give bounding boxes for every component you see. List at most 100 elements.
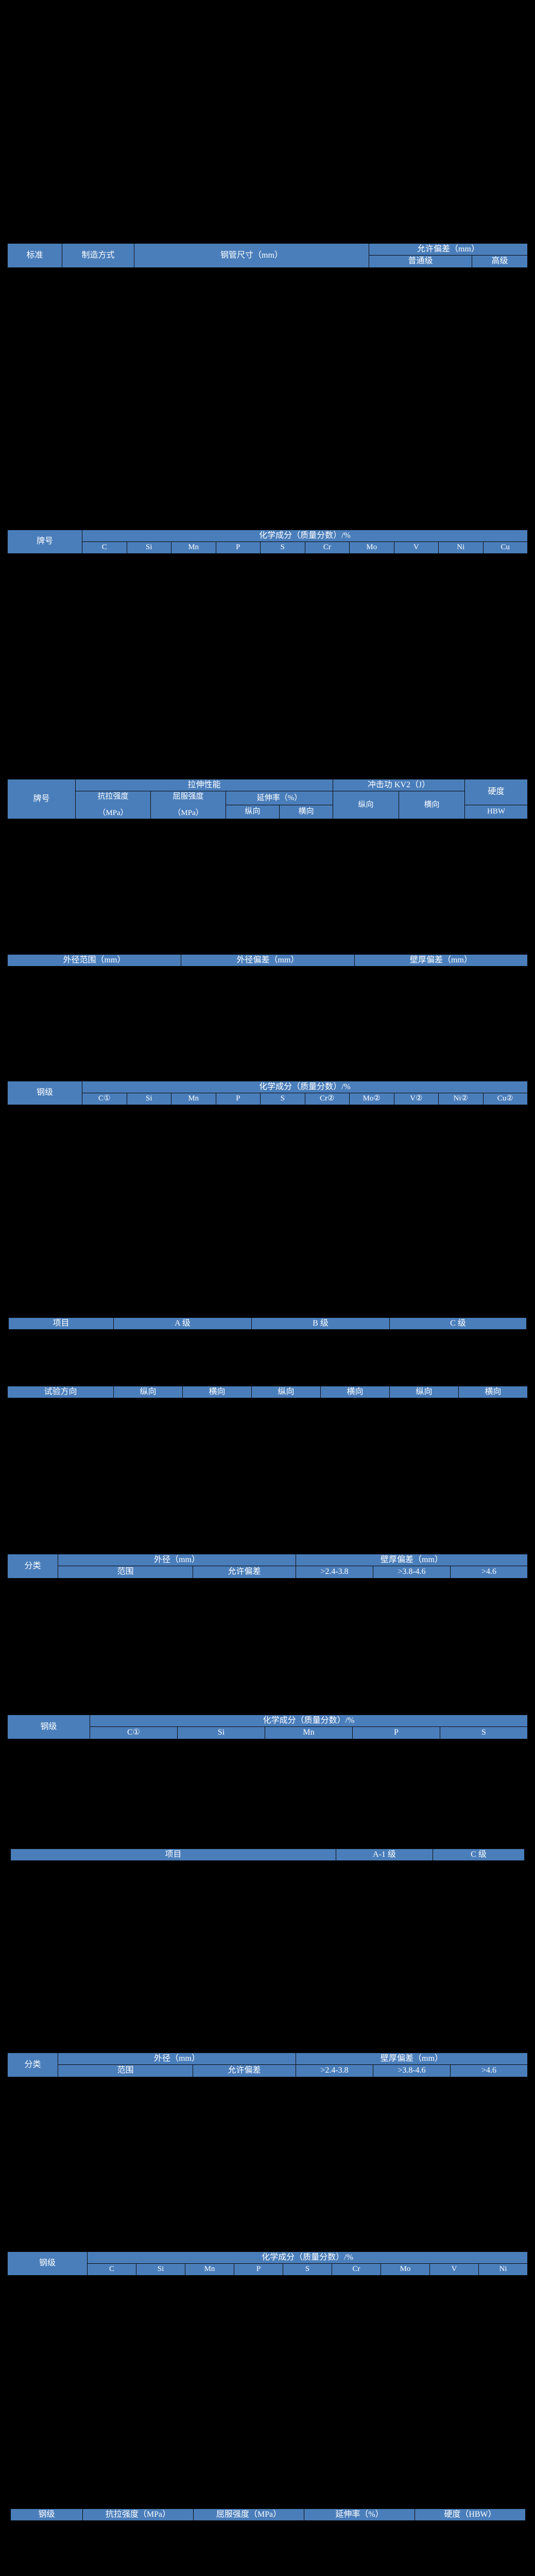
col-classification: 分类 <box>7 2053 58 2077</box>
col-si: Si <box>136 2263 185 2276</box>
col-cr: Cr <box>332 2263 381 2276</box>
col-v: V <box>429 2263 479 2276</box>
col-high-grade: 高级 <box>472 255 528 268</box>
col-tensile-strength: 抗拉强度 （MPa） <box>75 791 151 819</box>
col-tensile-strength-label: 抗拉强度 <box>97 792 129 801</box>
col-v: V <box>393 541 439 554</box>
col-mo: Mo <box>349 541 394 554</box>
table-grade-chemical-composition: 牌号 化学成分（质量分数）/% C Si Mn P S Cr Mo V Ni C… <box>7 529 528 554</box>
col-hbw: HBW <box>464 805 528 819</box>
col-s: S <box>283 2263 332 2276</box>
col-od-deviation: 外径偏差（mm） <box>181 954 355 967</box>
col-wt-range-3: >4.6 <box>450 1566 528 1579</box>
col-c: C① <box>82 1093 127 1105</box>
col-cr: Cr② <box>304 1093 350 1105</box>
col-grade: 牌号 <box>7 530 82 554</box>
col-range: 范围 <box>58 1566 193 1579</box>
table-mechanical-properties: 牌号 拉伸性能 冲击功 KV2（J） 硬度 抗拉强度 （MPa） 屈服强度 （M… <box>7 778 528 819</box>
col-hardness: 硬度（HBW） <box>415 2508 526 2521</box>
col-yield-strength: 屈服强度 （MPa） <box>150 791 226 819</box>
col-c: C① <box>90 1726 178 1739</box>
col-longitudinal-a: 纵向 <box>113 1385 183 1399</box>
col-wt-range-1: >2.4-3.8 <box>296 2064 373 2077</box>
col-s: S <box>440 1726 528 1739</box>
table-row: C Si Mn P S Cr Mo V Ni <box>8 2263 528 2276</box>
table-row: 范围 允许偏差 >2.4-3.8 >3.8-4.6 >4.6 <box>8 1566 528 1579</box>
col-p: P <box>215 541 261 554</box>
col-manufacturing-method: 制造方式 <box>62 243 134 268</box>
col-mo: Mo <box>381 2263 430 2276</box>
col-test-direction: 试验方向 <box>7 1385 114 1399</box>
table-row: 项目 A-1 级 C 级 <box>10 1848 525 1861</box>
col-transverse-a: 横向 <box>182 1385 252 1399</box>
table-row: 分类 外径（mm） 壁厚偏差（mm） <box>7 2052 528 2077</box>
col-allowable-deviation: 允许偏差 <box>193 1566 296 1579</box>
col-tensile-strength: 抗拉强度（MPa） <box>82 2508 194 2521</box>
col-wt-range-2: >3.8-4.6 <box>373 1566 451 1579</box>
col-c: C <box>87 2263 136 2276</box>
col-elongation: 延伸率（%） <box>304 2508 415 2521</box>
col-v: V② <box>393 1093 439 1105</box>
col-si: Si <box>126 541 171 554</box>
table-row: C Si Mn P S Cr Mo V Ni Cu <box>8 541 528 554</box>
col-mo: Mo② <box>349 1093 394 1105</box>
col-wt-range-3: >4.6 <box>450 2064 528 2077</box>
col-transverse-b: 横向 <box>320 1385 390 1399</box>
col-p: P <box>215 1093 261 1105</box>
group-wall-thickness-deviation: 壁厚偏差（mm） <box>295 1553 528 1567</box>
col-ni: Ni <box>438 541 484 554</box>
col-chemical-composition: 化学成分（质量分数）/% <box>87 2251 528 2264</box>
col-classification: 分类 <box>7 1554 58 1579</box>
col-steel-grade: 钢级 <box>7 1081 82 1105</box>
table-steel-pipe-dimension-tolerance: 标准 制造方式 钢管尺寸（mm） 允许偏差（mm） 普通级 高级 <box>7 243 528 268</box>
col-p: P <box>352 1726 440 1739</box>
col-project: 项目 <box>10 1848 336 1861</box>
col-p: P <box>234 2263 283 2276</box>
table-row: C① Si Mn P S Cr② Mo② V② Ni② Cu② <box>8 1093 528 1105</box>
group-wall-thickness-deviation: 壁厚偏差（mm） <box>295 2052 528 2065</box>
col-s: S <box>260 541 305 554</box>
col-s: S <box>260 1093 305 1105</box>
table-classification-diameter-wallthickness-2: 分类 外径（mm） 壁厚偏差（mm） 范围 允许偏差 >2.4-3.8 >3.8… <box>7 2052 528 2077</box>
table-steel-grade-chemical-composition-5col: 钢级 化学成分（质量分数）/% C① Si Mn P S <box>7 1714 528 1739</box>
table-row: 纵向 横向 HBW <box>8 805 528 819</box>
group-outer-diameter: 外径（mm） <box>58 1553 296 1567</box>
col-longitudinal-b: 纵向 <box>251 1385 321 1399</box>
col-steel-grade: 钢级 <box>10 2508 83 2521</box>
col-project: 项目 <box>8 1317 114 1330</box>
col-chemical-composition: 化学成分（质量分数）/% <box>82 1080 528 1094</box>
table-project-grade: 项目 A 级 B 级 C 级 <box>8 1317 527 1330</box>
col-longitudinal-c: 纵向 <box>389 1385 459 1399</box>
col-wt-range-2: >3.8-4.6 <box>373 2064 451 2077</box>
col-mn: Mn <box>171 541 216 554</box>
table-test-direction: 试验方向 纵向 横向 纵向 横向 纵向 横向 <box>7 1385 528 1399</box>
col-transverse-c: 横向 <box>458 1385 528 1399</box>
table-project-grade-a1-c: 项目 A-1 级 C 级 <box>10 1848 525 1861</box>
table-row: 标准 制造方式 钢管尺寸（mm） 允许偏差（mm） <box>7 243 528 268</box>
table-row: 钢级 化学成分（质量分数）/% <box>7 1714 528 1739</box>
col-yield-strength: 屈服强度（MPa） <box>193 2508 304 2521</box>
table-row: 范围 允许偏差 >2.4-3.8 >3.8-4.6 >4.6 <box>8 2064 528 2077</box>
col-impact-longitudinal: 纵向 <box>333 791 400 819</box>
col-grade-a1: A-1 级 <box>336 1848 433 1861</box>
col-mn: Mn <box>265 1726 353 1739</box>
col-si: Si <box>177 1726 265 1739</box>
col-grade-c: C 级 <box>433 1848 525 1861</box>
col-wall-thickness-deviation: 壁厚偏差（mm） <box>354 954 528 967</box>
col-grade-a: A 级 <box>113 1317 252 1330</box>
col-ni: Ni② <box>438 1093 484 1105</box>
col-steel-grade: 钢级 <box>7 1715 90 1739</box>
table-row: C① Si Mn P S <box>8 1726 528 1739</box>
col-elongation: 延伸率（%） <box>225 791 334 806</box>
col-yield-strength-label: 屈服强度 <box>172 792 204 801</box>
col-steel-grade: 钢级 <box>7 2251 88 2276</box>
col-ordinary-grade: 普通级 <box>369 255 472 268</box>
col-elongation-longitudinal: 纵向 <box>226 805 280 819</box>
table-steel-grade-chemical-composition-marked: 钢级 化学成分（质量分数）/% C① Si Mn P S Cr② Mo② V② … <box>7 1080 528 1105</box>
table-outer-diameter-tolerance: 外径范围（mm） 外径偏差（mm） 壁厚偏差（mm） <box>7 954 528 967</box>
group-hardness: 硬度 <box>464 778 528 806</box>
table-row: 外径范围（mm） 外径偏差（mm） 壁厚偏差（mm） <box>7 954 528 967</box>
table-row: 钢级 化学成分（质量分数）/% <box>7 1080 528 1105</box>
col-cr: Cr <box>304 541 350 554</box>
